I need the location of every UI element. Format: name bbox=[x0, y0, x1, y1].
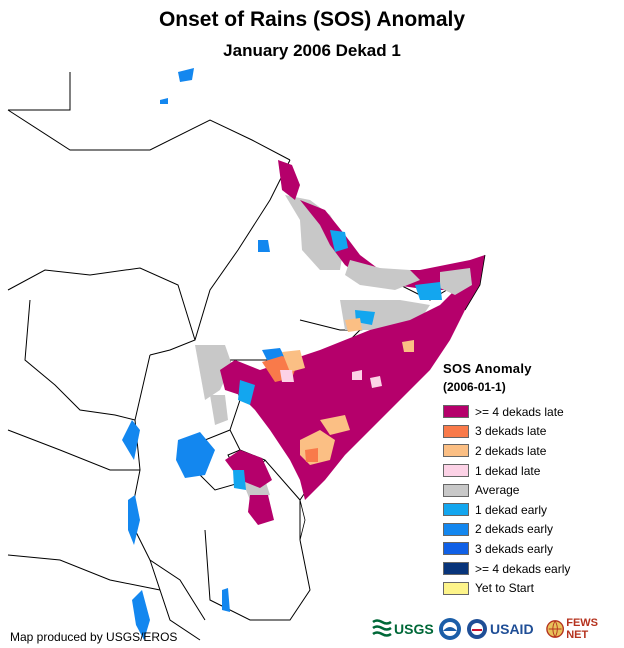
legend-item: Average bbox=[443, 480, 613, 500]
legend-swatch bbox=[443, 444, 469, 458]
noaa-logo bbox=[438, 614, 462, 644]
early-regions bbox=[122, 68, 442, 640]
moderate-late-regions bbox=[262, 318, 414, 465]
legend-swatch bbox=[443, 581, 469, 595]
noaa-emblem-icon bbox=[439, 618, 461, 640]
legend-item: 3 dekads late bbox=[443, 422, 613, 442]
legend-label: 2 dekads late bbox=[475, 443, 547, 458]
legend-label: 3 dekads late bbox=[475, 424, 547, 439]
legend-swatch bbox=[443, 424, 469, 438]
logo-strip: USGS USAID FEWS NET bbox=[372, 614, 618, 644]
fewsnet-globe-icon bbox=[546, 620, 564, 638]
legend-label: 3 dekads early bbox=[475, 541, 554, 556]
legend-item: 1 dekad early bbox=[443, 500, 613, 520]
map-credit: Map produced by USGS/EROS bbox=[10, 630, 178, 644]
legend-date: (2006-01-1) bbox=[443, 380, 506, 394]
legend-item: 2 dekads late bbox=[443, 441, 613, 461]
usgs-mark-icon bbox=[372, 619, 392, 637]
late-regions bbox=[220, 160, 485, 525]
legend-label: Average bbox=[475, 483, 520, 498]
legend-label: 1 dekad late bbox=[475, 463, 541, 478]
legend-items: >= 4 dekads late 3 dekads late 2 dekads la… bbox=[443, 402, 613, 598]
legend-item: Yet to Start bbox=[443, 578, 613, 598]
legend-swatch bbox=[443, 562, 469, 576]
usaid-logo: USAID bbox=[466, 614, 534, 644]
legend-item: 3 dekads early bbox=[443, 539, 613, 559]
map-title: Onset of Rains (SOS) Anomaly bbox=[158, 8, 466, 31]
legend-item: >= 4 dekads late bbox=[443, 402, 613, 422]
legend-title: SOS Anomaly bbox=[443, 361, 532, 376]
legend-label: 1 dekad early bbox=[475, 502, 548, 517]
fewsnet-logo-text: FEWS NET bbox=[566, 617, 598, 641]
legend-swatch bbox=[443, 483, 469, 497]
legend: SOS Anomaly (2006-01-1) >= 4 dekads late… bbox=[443, 360, 613, 598]
legend-label: Yet to Start bbox=[475, 581, 534, 596]
legend-label: >= 4 dekads early bbox=[475, 561, 571, 576]
legend-item: >= 4 dekads early bbox=[443, 559, 613, 579]
legend-label: 2 dekads early bbox=[475, 522, 554, 537]
usaid-seal-icon bbox=[467, 619, 487, 639]
legend-swatch bbox=[443, 405, 469, 419]
fewsnet-logo: FEWS NET bbox=[546, 614, 618, 644]
map-subtitle: January 2006 Dekad 1 bbox=[223, 41, 401, 60]
legend-swatch bbox=[443, 542, 469, 556]
legend-swatch bbox=[443, 522, 469, 536]
usaid-logo-text: USAID bbox=[490, 621, 534, 637]
legend-item: 1 dekad late bbox=[443, 461, 613, 481]
legend-item: 2 dekads early bbox=[443, 520, 613, 540]
legend-swatch bbox=[443, 464, 469, 478]
usgs-logo: USGS bbox=[372, 614, 434, 644]
legend-swatch bbox=[443, 503, 469, 517]
legend-label: >= 4 dekads late bbox=[475, 404, 564, 419]
usgs-logo-text: USGS bbox=[394, 621, 434, 637]
